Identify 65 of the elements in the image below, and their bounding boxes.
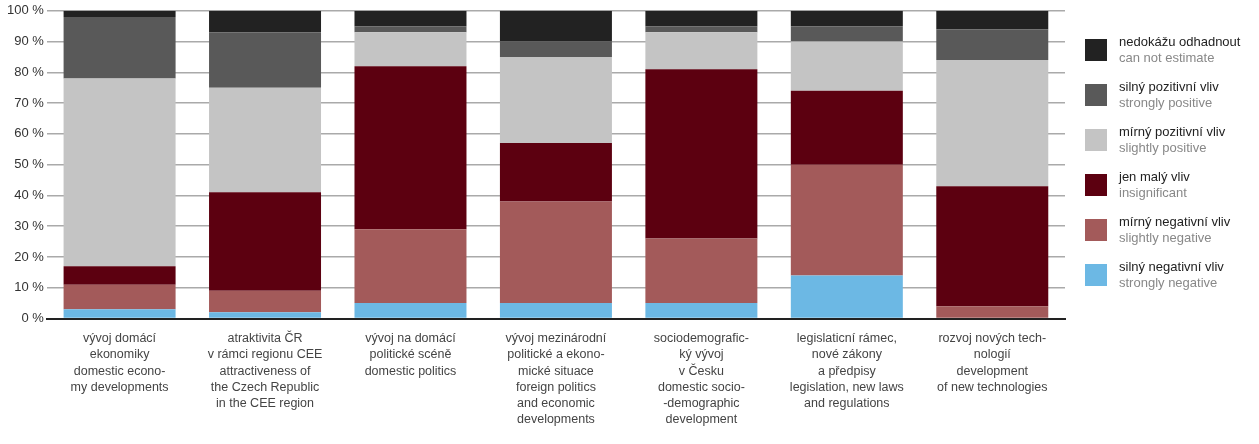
bar: [63, 16, 176, 79]
bar: [499, 143, 612, 202]
y-tick-label: 10 %: [14, 279, 45, 295]
y-tick-label: 70 %: [14, 94, 45, 110]
bar: [499, 303, 612, 318]
legend-label: mírný pozitivní vliv slightly positive: [1119, 124, 1226, 156]
bar: [645, 10, 758, 27]
bar: [645, 303, 758, 318]
bar: [354, 10, 467, 27]
bar: [209, 10, 322, 33]
bar: [499, 10, 612, 42]
bar: [936, 186, 1049, 307]
x-tick-label: vývoj mezinárodní politické a ekono- mické situace foreign politics and economic developments: [505, 331, 607, 427]
x-tick-label: vývoj na domácí politické scéně domestic politics: [364, 331, 457, 378]
x-tick-label: sociodemografic- ký vývoj v Česku domestic socio- -demographic development: [653, 331, 749, 427]
x-tick-label: rozvoj nových tech- nologií development of new technologies: [937, 331, 1048, 394]
bar: [645, 32, 758, 70]
bar: [936, 29, 1049, 61]
y-tick-label: 40 %: [14, 187, 45, 202]
bar: [209, 192, 322, 291]
bar: [209, 312, 322, 318]
y-tick-label: 30 %: [14, 217, 45, 233]
x-tick-label: legislaticní rámec, nové zákony a předpisy legislation, new laws and regulations: [789, 331, 904, 411]
bar: [936, 306, 1049, 318]
bar: [499, 41, 612, 57]
bar: [499, 56, 612, 144]
x-tick-label: atraktivita ČR v rámci regionu CEE attractiveness of the Czech Republic in the CEE region: [207, 330, 323, 411]
bar: [645, 26, 758, 33]
bar: [209, 32, 322, 88]
bar: [63, 284, 176, 310]
bar: [354, 303, 467, 318]
bar: [63, 309, 176, 318]
bar: [645, 69, 758, 239]
bar: [790, 41, 903, 91]
bar: [63, 78, 176, 267]
legend-label: mírný negativní vliv slightly negative: [1119, 214, 1231, 246]
bar: [936, 10, 1049, 30]
legend-label: silný pozitivní vliv strongly positive: [1119, 79, 1219, 111]
bar: [790, 275, 903, 318]
legend-label: nedokážu odhadnout can not estimate: [1119, 34, 1241, 66]
x-tick-label: vývoj domácí ekonomiky domestic econo- my developments: [70, 331, 169, 394]
legend-label: jen malý vliv insignificant: [1119, 169, 1190, 201]
bar: [936, 60, 1049, 187]
y-tick-label: 60 %: [14, 125, 45, 141]
bar: [354, 32, 467, 67]
y-tick-label: 50 %: [14, 156, 45, 172]
y-tick-label: 100 %: [6, 2, 45, 18]
bar: [790, 164, 903, 276]
bar: [790, 26, 903, 42]
bar: [354, 66, 467, 230]
y-tick-label: 90 %: [14, 33, 45, 49]
bar: [645, 238, 758, 304]
bar: [499, 201, 612, 304]
bar: [209, 290, 322, 313]
bar: [790, 10, 903, 27]
legend-label: silný negativní vliv strongly negative: [1119, 259, 1224, 291]
y-tick-label: 80 %: [14, 63, 45, 79]
bar: [63, 266, 176, 285]
y-tick-label: 20 %: [14, 248, 45, 264]
y-tick-label: 0 %: [21, 310, 45, 326]
bar: [354, 26, 467, 33]
bar: [209, 87, 322, 193]
bar: [354, 229, 467, 304]
bar: [63, 10, 176, 17]
bar: [790, 90, 903, 165]
